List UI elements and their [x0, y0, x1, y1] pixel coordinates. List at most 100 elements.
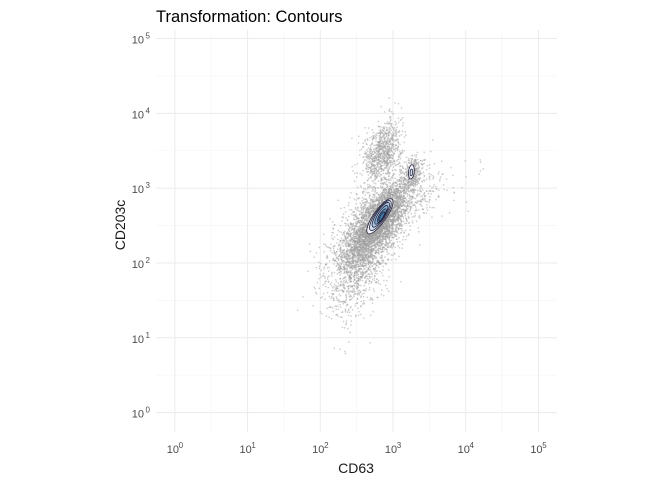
- data-point: [385, 223, 388, 225]
- data-point: [389, 193, 391, 195]
- data-point: [394, 214, 397, 216]
- data-point: [384, 147, 386, 149]
- data-point: [345, 217, 347, 219]
- data-point: [377, 233, 379, 236]
- data-point: [399, 152, 402, 154]
- data-point: [361, 248, 363, 250]
- data-point: [368, 155, 370, 157]
- data-point: [385, 227, 387, 230]
- data-point: [389, 225, 391, 228]
- data-point: [368, 195, 371, 198]
- data-point: [356, 163, 359, 165]
- data-point: [373, 159, 375, 162]
- data-point: [341, 257, 343, 259]
- data-point: [393, 146, 395, 148]
- data-point: [371, 251, 373, 253]
- data-point: [355, 242, 357, 244]
- data-point: [367, 221, 370, 223]
- data-point: [380, 152, 382, 154]
- data-point: [378, 231, 380, 234]
- data-point: [380, 238, 382, 240]
- data-point: [350, 251, 352, 253]
- data-point: [385, 142, 388, 144]
- data-point: [360, 268, 363, 270]
- data-point: [382, 144, 384, 146]
- data-point: [388, 269, 390, 271]
- data-point: [389, 193, 392, 196]
- data-point: [302, 296, 304, 298]
- data-point: [369, 149, 371, 151]
- data-point: [349, 262, 351, 264]
- data-point: [362, 273, 365, 276]
- data-point: [381, 242, 383, 244]
- data-point: [394, 234, 397, 236]
- data-point: [365, 163, 368, 166]
- data-point: [386, 167, 388, 169]
- data-point: [390, 190, 393, 192]
- data-point: [356, 172, 359, 174]
- data-point: [369, 171, 372, 174]
- data-point: [386, 237, 389, 239]
- data-point: [327, 246, 330, 249]
- data-point: [390, 220, 392, 222]
- data-point: [362, 205, 364, 208]
- data-point: [372, 153, 374, 156]
- data-point: [369, 208, 371, 210]
- data-point: [344, 257, 346, 259]
- data-point: [394, 195, 396, 198]
- data-point: [372, 193, 374, 196]
- data-point: [352, 170, 354, 172]
- data-point: [372, 247, 375, 250]
- data-point: [373, 165, 375, 167]
- data-point: [372, 131, 375, 134]
- data-point: [399, 202, 402, 205]
- data-point: [371, 173, 373, 175]
- data-point: [403, 150, 405, 152]
- data-point: [397, 213, 400, 215]
- data-point: [383, 146, 386, 148]
- data-point: [378, 230, 380, 232]
- data-point: [379, 256, 381, 258]
- data-point: [351, 251, 353, 253]
- data-point: [322, 284, 324, 286]
- data-point: [390, 146, 393, 148]
- data-point: [362, 211, 365, 213]
- data-point: [396, 212, 398, 214]
- data-point: [396, 138, 398, 141]
- data-point: [368, 153, 370, 156]
- data-point: [323, 251, 325, 253]
- data-point: [387, 179, 390, 181]
- data-point: [347, 241, 349, 244]
- data-point: [364, 258, 366, 261]
- data-point: [396, 194, 398, 197]
- data-point: [386, 223, 389, 226]
- data-point: [371, 155, 373, 157]
- data-point: [374, 207, 376, 210]
- data-point: [402, 236, 405, 238]
- data-point: [375, 250, 377, 252]
- data-point: [388, 191, 391, 193]
- data-point: [368, 161, 370, 163]
- data-point: [374, 239, 376, 242]
- data-point: [407, 222, 410, 225]
- data-point: [357, 283, 360, 285]
- data-point: [379, 155, 381, 158]
- data-point: [393, 228, 395, 230]
- data-point: [365, 269, 368, 272]
- data-point: [347, 244, 349, 247]
- data-point: [402, 191, 405, 194]
- data-point: [393, 160, 396, 162]
- data-point: [384, 162, 386, 165]
- data-point: [383, 151, 386, 153]
- data-point: [390, 210, 393, 212]
- data-point: [375, 262, 378, 264]
- data-point: [346, 260, 349, 263]
- data-point: [342, 254, 345, 256]
- data-point: [360, 221, 363, 224]
- data-point: [365, 204, 367, 206]
- data-point: [346, 259, 349, 261]
- data-point: [380, 174, 383, 176]
- data-point: [360, 228, 363, 231]
- data-point: [342, 241, 344, 244]
- data-point: [402, 220, 405, 223]
